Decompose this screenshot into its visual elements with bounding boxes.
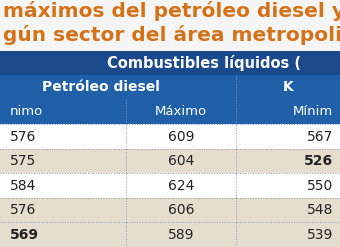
Bar [0, 75, 236, 100]
Bar [236, 100, 340, 124]
Bar [0, 51, 340, 75]
Bar [0, 100, 126, 124]
Bar [0, 124, 126, 149]
Text: 539: 539 [307, 228, 333, 242]
Bar [236, 173, 340, 198]
Text: Combustibles líquidos (: Combustibles líquidos ( [107, 55, 301, 71]
Text: 624: 624 [168, 179, 194, 193]
Text: nimo: nimo [10, 105, 44, 119]
Text: 609: 609 [168, 129, 194, 144]
Bar [126, 149, 236, 173]
Bar [236, 149, 340, 173]
Bar [126, 100, 236, 124]
Text: 526: 526 [304, 154, 333, 168]
Bar [0, 223, 126, 247]
Text: Petróleo diesel: Petróleo diesel [42, 81, 160, 94]
Bar [236, 75, 340, 100]
Bar [126, 223, 236, 247]
Text: 550: 550 [307, 179, 333, 193]
Text: 575: 575 [10, 154, 36, 168]
Bar [236, 124, 340, 149]
Text: gún sector del área metropolitar: gún sector del área metropolitar [3, 25, 340, 45]
Bar [126, 198, 236, 223]
Text: 576: 576 [10, 203, 37, 217]
Text: 604: 604 [168, 154, 194, 168]
Text: K: K [283, 81, 293, 94]
Bar [126, 173, 236, 198]
Text: 584: 584 [10, 179, 37, 193]
Text: 576: 576 [10, 129, 37, 144]
Bar [0, 198, 126, 223]
Text: Mínim: Mínim [293, 105, 333, 119]
Text: 569: 569 [10, 228, 39, 242]
Bar [236, 223, 340, 247]
Bar [236, 198, 340, 223]
Text: 606: 606 [168, 203, 194, 217]
Text: máximos del petróleo diesel y k: máximos del petróleo diesel y k [3, 1, 340, 21]
Text: 589: 589 [168, 228, 194, 242]
Text: Máximo: Máximo [155, 105, 207, 119]
Text: 548: 548 [307, 203, 333, 217]
Text: 567: 567 [307, 129, 333, 144]
Bar [126, 124, 236, 149]
Bar [0, 149, 126, 173]
Bar [0, 173, 126, 198]
